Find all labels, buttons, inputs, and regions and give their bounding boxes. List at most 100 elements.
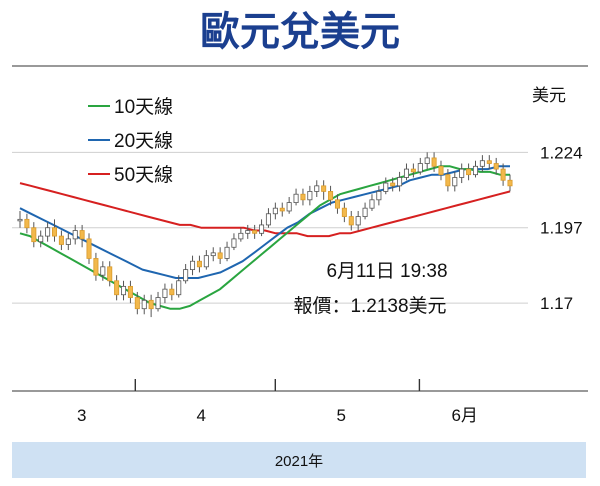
candle [355,210,361,231]
candle-body-up [472,165,479,176]
candle-body-down [86,238,92,259]
candle-body-down [169,288,175,296]
candle-body-down [51,227,58,237]
candle-body-down [507,179,513,187]
ma50-line [19,182,511,238]
candle-body-up [121,285,127,296]
candle [472,160,479,178]
candle [58,230,64,251]
candle [238,227,244,242]
y-tick-label: 1.224 [540,143,583,162]
candle [245,224,251,239]
candle [328,185,334,206]
candle [348,210,354,231]
candle [279,202,285,217]
candle-body-up [45,227,51,237]
candle-body-up [224,246,230,259]
candle-body-down [24,218,30,229]
candle-body-up [183,269,189,282]
candle [500,163,506,186]
candle-body-down [196,260,202,268]
gridlines [12,151,528,304]
candle [397,171,403,192]
x-tick-label: 6月 [451,406,477,425]
candle [224,241,230,262]
legend-label: 50天線 [114,164,173,186]
candle [86,233,92,265]
legend-item: 50天線 [88,164,173,186]
y-axis-ticks: 美元 1.224 1.197 1.17 [532,86,583,313]
candle [79,224,85,248]
candle-body-up [307,191,313,201]
candle-body-up [203,255,209,268]
candle [176,275,182,298]
candle-body-up [72,230,78,240]
footer-year: 2021年 [275,453,323,470]
candle [259,219,265,237]
candle-body-down [445,174,451,187]
candle-body-up [459,168,465,178]
candle [121,280,127,301]
candle [334,194,340,214]
legend: 10天線 20天線 50天線 [88,96,173,186]
annotation-price: 報價：1.2138美元 [293,295,446,317]
footer-band [12,442,586,478]
candle-body-up [424,157,430,164]
candle [100,261,106,281]
candle [217,247,223,265]
candle [203,250,209,270]
candle-body-down [438,165,444,176]
y-axis-unit-label: 美元 [532,86,566,105]
candle-body-up [362,207,368,217]
candle-body-down [500,168,506,181]
candle-body-up [65,238,71,245]
candle-body-up [162,288,168,298]
candle-body-up [369,199,375,209]
y-tick-label: 1.197 [540,219,583,238]
candle-body-down [486,160,492,164]
candle [141,294,147,315]
candle [486,155,492,170]
candle [341,202,347,223]
candle [466,163,472,181]
candle [210,247,216,262]
candles [17,152,513,318]
candle [445,169,451,192]
candle [507,174,513,192]
candle [479,155,485,172]
candle [390,177,396,192]
candle [17,210,23,228]
candle [93,252,99,281]
candle-body-down [252,230,258,234]
candle [51,219,58,242]
candle [107,261,113,287]
candle-body-down [58,235,64,245]
candle-body-up [190,260,196,271]
candle-body-up [100,266,106,276]
candle-body-down [321,185,327,192]
candle-body-down [341,207,347,217]
candle-body-down [114,280,120,296]
candle [24,213,30,234]
candle [127,280,133,304]
candle-body-down [134,297,140,310]
candle [300,188,306,206]
candle-body-up [38,235,44,243]
candle-body-down [390,182,396,187]
candle-body-down [31,227,37,243]
chart-title: 歐元兌美元 [200,9,400,55]
y-tick-label: 1.17 [540,294,573,313]
candle-body-up [314,185,320,192]
candle-body-down [217,252,223,259]
candle [31,222,37,248]
annotation-time: 6月11日 19:38 [326,261,447,282]
candle [196,255,202,273]
candle-body-up [272,207,278,215]
legend-item: 10天線 [88,96,173,118]
candle-body-up [383,182,389,192]
candle-body-up [238,232,244,240]
candle-body-up [210,252,216,257]
candle [431,152,437,172]
candle [134,291,140,315]
candle-body-up [479,160,485,167]
